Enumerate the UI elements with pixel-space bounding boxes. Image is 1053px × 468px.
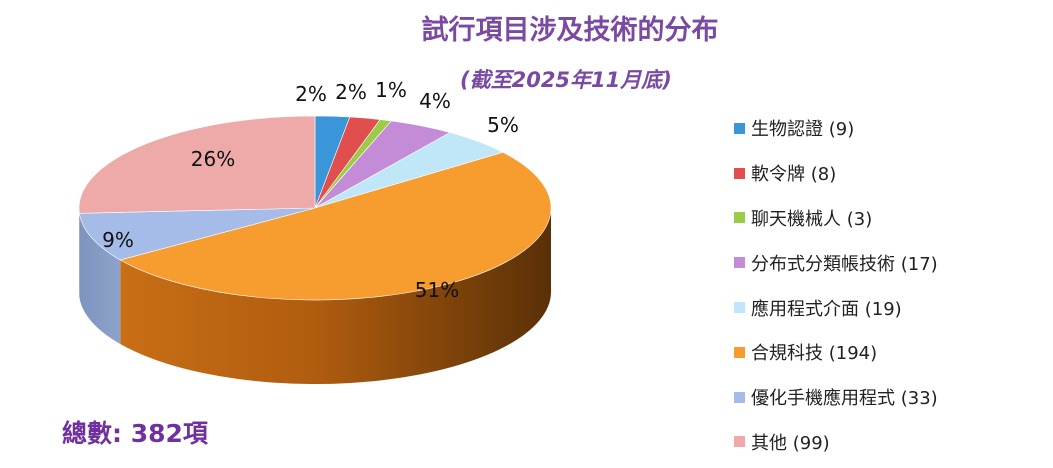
legend-item: 聊天機械人 (3) bbox=[734, 196, 1044, 241]
legend-label: 其他 (99) bbox=[751, 432, 830, 454]
legend-swatch bbox=[734, 436, 745, 448]
legend-swatch bbox=[734, 167, 745, 179]
pie-percent-label: 1% bbox=[375, 78, 407, 102]
legend-swatch bbox=[734, 391, 745, 403]
legend-item: 應用程式介面 (19) bbox=[734, 285, 1044, 330]
legend-swatch bbox=[734, 212, 745, 224]
pie-top-layer bbox=[78, 115, 552, 301]
legend-swatch bbox=[734, 346, 745, 358]
pie-side-layer bbox=[79, 208, 551, 384]
legend-label: 生物認證 (9) bbox=[751, 119, 855, 141]
pie-percent-label: 26% bbox=[191, 147, 235, 171]
pie-slice-side bbox=[120, 208, 551, 384]
total-count: 總數: 382項 bbox=[62, 419, 208, 448]
pie-percent-label: 2% bbox=[295, 82, 327, 106]
pie-slice bbox=[119, 152, 552, 301]
legend-label: 合規科技 (194) bbox=[751, 343, 878, 365]
legend: 生物認證 (9) 軟令牌 (8) 聊天機械人 (3) 分布式分類帳技術 (17) 應用程… bbox=[734, 106, 1044, 464]
legend-swatch bbox=[734, 302, 745, 314]
chart-title: 試行項目涉及技術的分布 bbox=[421, 15, 719, 46]
pie-percent-label: 4% bbox=[419, 89, 451, 113]
pie-percent-label: 2% bbox=[335, 80, 367, 104]
legend-item: 優化手機應用程式 (33) bbox=[734, 375, 1044, 420]
pie-slice-side bbox=[79, 213, 121, 344]
pie-slice bbox=[78, 115, 316, 214]
legend-label: 應用程式介面 (19) bbox=[751, 298, 902, 320]
legend-swatch bbox=[734, 122, 745, 134]
pie-label-layer: 2% 2% 1% 4% 5% 51% 9% 26% bbox=[102, 78, 519, 302]
legend-item: 生物認證 (9) bbox=[734, 106, 1044, 151]
legend-label: 優化手機應用程式 (33) bbox=[751, 388, 938, 410]
legend-item: 其他 (99) bbox=[734, 420, 1044, 465]
legend-label: 軟令牌 (8) bbox=[751, 164, 837, 186]
pie-percent-label: 51% bbox=[415, 278, 459, 302]
pie-percent-label: 9% bbox=[102, 228, 134, 252]
legend-item: 合規科技 (194) bbox=[734, 330, 1044, 375]
pie-slice bbox=[79, 207, 316, 261]
legend-label: 分布式分類帳技術 (17) bbox=[751, 253, 938, 275]
legend-swatch bbox=[734, 257, 745, 269]
legend-label: 聊天機械人 (3) bbox=[751, 208, 873, 230]
pie-percent-label: 5% bbox=[487, 113, 519, 137]
chart-subtitle: (截至2025年11月底) bbox=[460, 68, 672, 92]
legend-item: 軟令牌 (8) bbox=[734, 151, 1044, 196]
legend-item: 分布式分類帳技術 (17) bbox=[734, 240, 1044, 285]
